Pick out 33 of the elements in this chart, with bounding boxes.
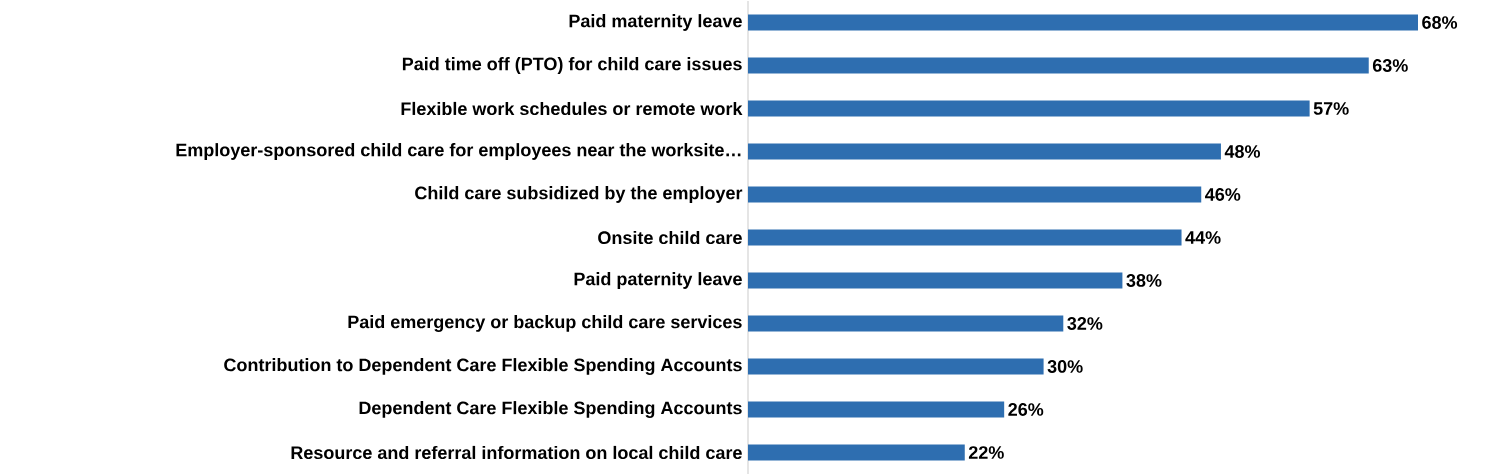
y-tick-label: Flexible work schedules or remote work (401, 101, 743, 116)
bar (748, 57, 1369, 74)
y-tick-label: Paid maternity leave (569, 14, 742, 31)
data-label: 63% (1372, 59, 1408, 72)
data-label: 48% (1224, 145, 1261, 158)
data-label: 22% (968, 446, 1004, 459)
bar (748, 14, 1418, 31)
bar (748, 143, 1221, 160)
y-tick-label: Onsite child care (598, 230, 742, 245)
data-label: 46% (1205, 188, 1241, 201)
bar (748, 315, 1064, 332)
y-tick-label: Paid time off (PTO) for child care issues (402, 57, 742, 74)
y-tick-label: Dependent Care Flexible Spending Accounts (359, 401, 742, 418)
y-tick-label: Employer-sponsored child care for employees near the worksite… (176, 143, 741, 160)
y-tick-label: Paid paternity leave (574, 272, 742, 289)
bar (748, 444, 965, 461)
data-label: 38% (1126, 274, 1162, 287)
data-label: 26% (1008, 403, 1044, 416)
data-label: 57% (1313, 102, 1349, 115)
y-tick-label: Paid emergency or backup child care services (348, 315, 742, 332)
data-label: 44% (1185, 231, 1221, 244)
data-label: 32% (1067, 317, 1103, 330)
bar (748, 401, 1005, 418)
bar (748, 100, 1310, 117)
bar (748, 272, 1123, 289)
bar (748, 186, 1202, 203)
bar (748, 229, 1182, 246)
y-tick-label: Child care subsidized by the employer (415, 186, 743, 203)
data-label: 68% (1422, 16, 1458, 29)
bar (748, 358, 1044, 375)
y-tick-label: Contribution to Dependent Care Flexible Spending Accounts (224, 358, 742, 375)
y-tick-label: Resource and referral information on local child care (291, 445, 742, 460)
data-label: 30% (1047, 360, 1083, 373)
